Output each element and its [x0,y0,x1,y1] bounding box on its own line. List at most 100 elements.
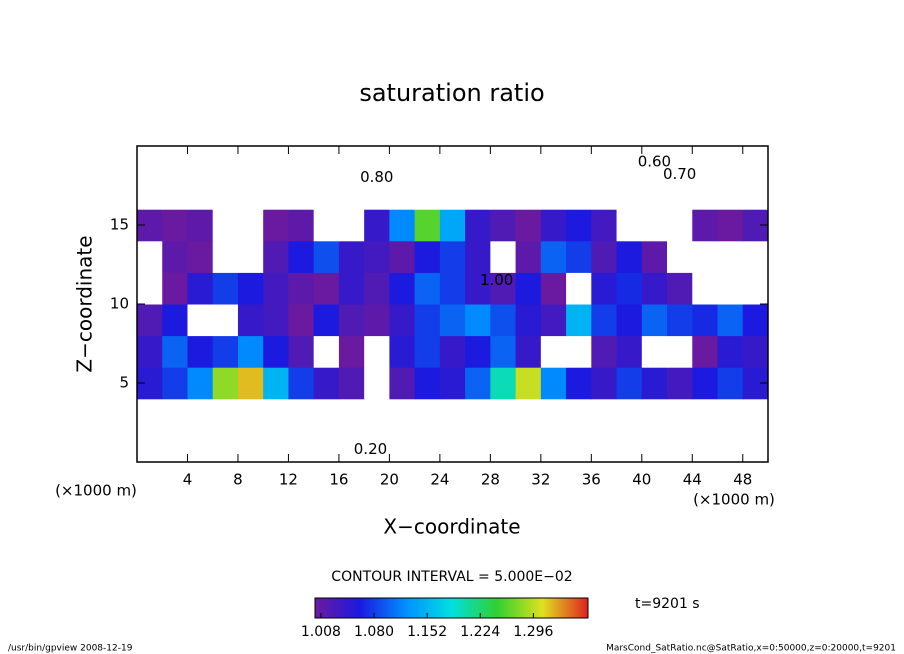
heat-cell [667,430,693,463]
heat-cell [465,146,491,179]
heat-cell [641,272,668,305]
heat-cell [465,398,491,431]
heat-cell [641,335,668,368]
heat-cell [187,272,214,305]
heat-cell [338,177,365,210]
colorbar-tick-label: 1.152 [407,624,447,640]
heat-cell [742,146,769,179]
contour-label: 0.20 [354,440,387,458]
heat-cell [667,209,693,242]
heat-cell [616,146,643,179]
heat-cell [414,430,441,463]
x-tick-label: 4 [183,471,193,489]
heat-cell [137,146,163,179]
heat-cell [237,272,264,305]
heat-cell [364,304,390,337]
heat-cell [692,177,719,210]
heat-cell [338,430,365,463]
heat-cell [717,146,744,179]
heat-cell [439,240,466,273]
heat-cell [667,304,693,337]
heat-cell [540,209,567,242]
y-tick-label: 5 [119,374,129,392]
heat-cell [162,146,188,179]
heat-cell [212,398,239,431]
heat-cell [616,398,643,431]
heat-cell [338,367,365,400]
x-tick-label: 20 [380,471,399,489]
heat-cell [515,240,542,273]
heat-cell [414,272,441,305]
heat-cell [465,272,491,305]
heat-cell [515,335,542,368]
heat-cell [465,209,491,242]
heat-cell [540,398,567,431]
heat-cell [364,367,390,400]
heat-cell [187,367,214,400]
heat-cell [591,272,618,305]
heat-cell [162,367,188,400]
heat-cell [288,240,315,273]
heat-cell [540,335,567,368]
contour-interval: CONTOUR INTERVAL = 5.000E−02 [331,569,572,585]
heat-cell [389,240,416,273]
heat-cell [313,177,340,210]
heat-cell [566,304,592,337]
x-tick-label: 48 [733,471,752,489]
heat-cell [641,304,668,337]
heat-cell [389,304,416,337]
heat-cell [237,398,264,431]
heat-cell [237,240,264,273]
heat-cell [616,304,643,337]
heat-cell [162,209,188,242]
x-tick-label: 40 [632,471,651,489]
heat-cell [237,209,264,242]
heat-cell [566,240,592,273]
heat-cell [439,272,466,305]
heat-cell [641,430,668,463]
heat-cell [490,398,517,431]
x-unit: (×1000 m) [693,491,775,509]
heat-cell [187,335,214,368]
heat-cell [162,177,188,210]
heat-cell [237,304,264,337]
heat-cell [187,398,214,431]
heat-cell [187,177,214,210]
heat-cell [187,240,214,273]
heat-cell [717,367,744,400]
heat-cell [616,367,643,400]
heat-cell [212,430,239,463]
heat-cell [667,398,693,431]
heat-cell [237,430,264,463]
heat-cell [641,398,668,431]
heat-cell [263,367,289,400]
heat-cell [338,240,365,273]
heat-cell [263,177,289,210]
x-tick-label: 8 [233,471,243,489]
heat-cell [414,398,441,431]
heat-cell [566,367,592,400]
heat-cell [742,177,769,210]
heat-cell [692,398,719,431]
heat-cell [364,272,390,305]
heat-cell [338,304,365,337]
heat-cell [566,335,592,368]
heat-cell [591,209,618,242]
heat-cell [389,209,416,242]
heat-cell [465,335,491,368]
heat-cell [667,335,693,368]
heat-cell [263,335,289,368]
heat-cell [137,177,163,210]
heat-cell [137,304,163,337]
heat-cell [742,335,769,368]
heat-cell [667,146,693,179]
heat-cell [212,177,239,210]
x-tick-label: 16 [329,471,348,489]
heat-cell [667,367,693,400]
time-label: t=9201 s [635,596,700,612]
heat-cell [263,146,289,179]
heat-cell [465,367,491,400]
heat-cell [616,335,643,368]
heat-cell [338,209,365,242]
colorbar-tick-label: 1.224 [460,624,500,640]
